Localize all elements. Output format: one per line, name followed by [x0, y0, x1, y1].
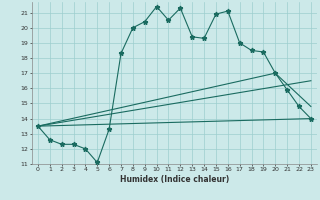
- X-axis label: Humidex (Indice chaleur): Humidex (Indice chaleur): [120, 175, 229, 184]
